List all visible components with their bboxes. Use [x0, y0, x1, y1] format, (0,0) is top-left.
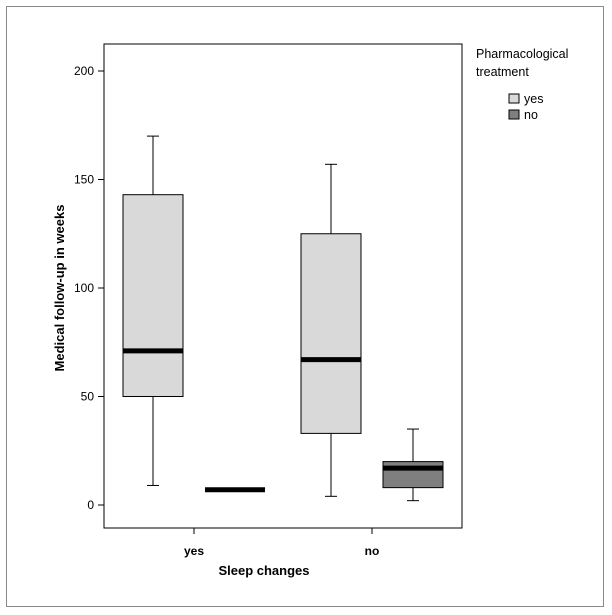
- x-tick-label-no: no: [365, 544, 380, 558]
- y-tick-label-0: 0: [87, 498, 94, 512]
- y-tick-label-150: 150: [74, 173, 94, 187]
- legend-label-yes: yes: [524, 92, 543, 106]
- box-iqr: [383, 462, 443, 488]
- legend-swatch-no: [509, 110, 519, 119]
- x-axis: yes no: [184, 528, 379, 558]
- box-iqr: [123, 195, 183, 397]
- y-tick-label-100: 100: [74, 281, 94, 295]
- y-axis-title: Medical follow-up in weeks: [52, 205, 67, 372]
- legend: Pharmacological treatment yes no: [476, 47, 568, 122]
- legend-title-line-2: treatment: [476, 65, 529, 79]
- legend-label-no: no: [524, 108, 538, 122]
- y-tick-label-200: 200: [74, 64, 94, 78]
- x-axis-title: Sleep changes: [218, 563, 309, 578]
- x-tick-label-yes: yes: [184, 544, 204, 558]
- legend-swatch-yes: [509, 94, 519, 103]
- box-iqr: [301, 234, 361, 434]
- y-axis: 0 50 100 150 200: [74, 64, 104, 512]
- legend-title-line-1: Pharmacological: [476, 47, 568, 61]
- y-tick-label-50: 50: [81, 390, 95, 404]
